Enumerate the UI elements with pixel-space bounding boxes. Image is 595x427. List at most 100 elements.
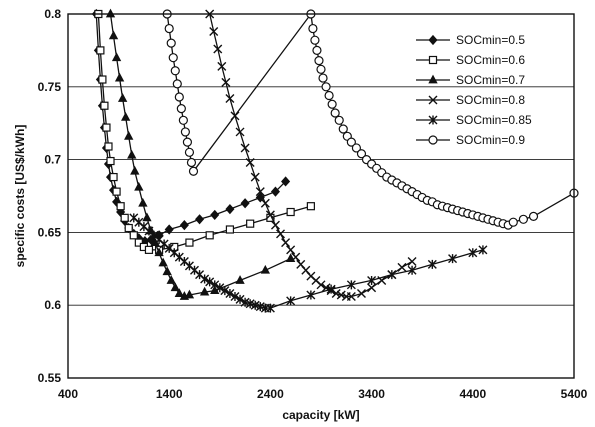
data-point	[106, 156, 115, 166]
data-point	[225, 204, 235, 215]
data-point	[260, 264, 271, 274]
y-tick-label: 0.55	[38, 371, 62, 385]
data-point	[291, 252, 301, 262]
data-point	[324, 90, 334, 101]
data-point	[174, 92, 184, 102]
data-point	[528, 211, 539, 221]
legend-marker	[428, 95, 438, 105]
data-point	[246, 219, 255, 228]
data-point	[209, 26, 219, 36]
data-point	[154, 247, 164, 257]
data-point	[306, 202, 315, 211]
data-point	[245, 158, 255, 168]
data-point	[330, 108, 340, 118]
data-point	[312, 45, 322, 56]
data-point	[205, 277, 215, 287]
data-point	[124, 130, 134, 140]
data-point	[144, 245, 154, 254]
legend-label: SOCmin=0.7	[456, 73, 525, 87]
data-point	[109, 172, 118, 182]
data-point	[158, 257, 168, 267]
data-point	[116, 202, 125, 211]
data-point	[225, 93, 235, 103]
data-point	[142, 212, 152, 222]
plot-frame	[67, 13, 575, 379]
data-point	[270, 186, 280, 197]
data-point	[96, 46, 105, 55]
data-point	[286, 245, 296, 255]
data-point	[250, 172, 260, 182]
legend-item: SOCmin=0.6	[416, 53, 525, 67]
data-point	[205, 231, 214, 240]
legend-marker	[428, 34, 438, 46]
data-point	[210, 280, 220, 290]
data-point	[265, 303, 275, 313]
data-point	[213, 44, 223, 54]
data-point	[182, 137, 193, 147]
data-point	[184, 147, 195, 157]
data-point	[102, 123, 111, 132]
legend-item: SOCmin=0.9	[416, 133, 525, 147]
data-point	[407, 257, 417, 267]
data-point	[318, 73, 328, 83]
data-point	[346, 291, 356, 301]
data-point	[245, 299, 255, 309]
data-point	[225, 225, 235, 234]
data-point	[235, 275, 245, 284]
data-point	[235, 294, 245, 304]
data-point	[210, 209, 220, 221]
data-point	[508, 217, 518, 227]
data-point	[255, 302, 265, 312]
data-point	[178, 115, 188, 125]
data-point	[281, 238, 291, 248]
y-tick-label: 0.6	[44, 298, 61, 312]
data-point	[98, 75, 107, 84]
legend-label: SOCmin=0.85	[456, 113, 532, 127]
tick-labels: 400 1400 2400 3400 4400 5400 0.55 0.6 0.65 0.7 0.7…	[38, 7, 588, 401]
data-point	[356, 149, 367, 159]
data-point	[166, 38, 176, 48]
data-point	[265, 210, 275, 220]
data-point	[112, 187, 121, 196]
legend-marker	[428, 74, 438, 84]
data-point	[468, 248, 478, 258]
data-point	[286, 296, 296, 306]
data-point	[336, 290, 346, 300]
data-point	[134, 238, 143, 247]
data-point	[195, 214, 205, 225]
data-point	[170, 282, 180, 292]
data-point	[124, 223, 133, 233]
data-point	[478, 245, 488, 255]
x-tick-label: 2400	[257, 387, 284, 401]
data-point	[200, 274, 210, 284]
legend-item: SOCmin=0.5	[416, 33, 525, 47]
legend-label: SOCmin=0.5	[456, 33, 525, 47]
data-point	[186, 157, 197, 168]
data-point	[250, 300, 260, 310]
data-point	[127, 149, 137, 159]
data-point	[310, 35, 320, 45]
data-point	[179, 220, 189, 231]
data-point	[168, 53, 178, 63]
legend-label: SOCmin=0.8	[456, 93, 525, 107]
data-point	[346, 280, 356, 290]
data-point	[316, 280, 326, 290]
data-point	[185, 238, 194, 247]
data-point	[108, 30, 119, 40]
x-tick-label: 4400	[459, 387, 486, 401]
x-tick-label: 3400	[358, 387, 385, 401]
data-point	[134, 181, 144, 191]
data-point	[260, 198, 270, 208]
data-point	[356, 289, 366, 299]
data-point	[327, 99, 337, 109]
y-axis-label: specific costs [US$/kWh]	[13, 125, 27, 268]
legend: SOCmin=0.5 SOCmin=0.6 SOCmin=0.7 SOCmin=0.8…	[416, 33, 532, 147]
data-point	[188, 166, 199, 176]
data-point	[172, 79, 182, 89]
data-point	[121, 112, 131, 121]
data-point	[281, 176, 291, 187]
series-5	[129, 213, 488, 313]
data-point	[316, 64, 326, 74]
